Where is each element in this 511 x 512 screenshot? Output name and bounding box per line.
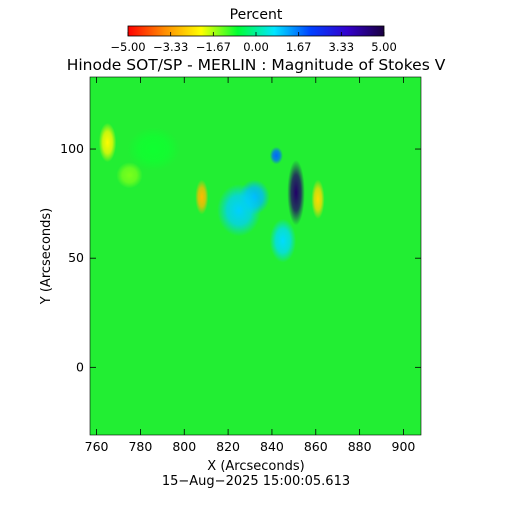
colorbar-tick-label: 1.67 (286, 40, 312, 54)
chart-title: Hinode SOT/SP - MERLIN : Magnitude of St… (67, 56, 446, 74)
colorbar: Percent −5.00 −3.33 −1.67 0.00 1.67 3.33 5.00 (110, 7, 396, 54)
x-tick-label: 820 (216, 439, 240, 454)
colorbar-tick-label: 5.00 (371, 40, 397, 54)
colorbar-tick-label: 3.33 (329, 40, 355, 54)
colorbar-label: Percent (230, 7, 283, 23)
y-tick-label: 0 (76, 359, 84, 374)
y-tick-label: 100 (60, 141, 84, 156)
y-axis-ticks: 0 50 100 (60, 141, 421, 374)
plot-frame (89, 76, 422, 436)
heatmap-features (98, 122, 325, 263)
heatmap-feature (98, 122, 117, 163)
heatmap-feature (269, 218, 297, 263)
colorbar-tick-label: −1.67 (196, 40, 231, 54)
x-tick-label: 800 (172, 439, 196, 454)
colorbar-ticks: −5.00 −3.33 −1.67 0.00 1.67 3.33 5.00 (110, 32, 397, 54)
heatmap-feature (116, 162, 143, 189)
heatmap-feature (217, 183, 261, 237)
heatmap-feature (287, 159, 305, 226)
x-tick-label: 900 (392, 439, 416, 454)
x-tick-label: 880 (348, 439, 372, 454)
y-tick-label: 50 (68, 250, 84, 265)
plot-area (89, 76, 422, 436)
heatmap-feature (269, 146, 283, 165)
x-tick-label: 760 (85, 439, 109, 454)
x-tick-label: 780 (128, 439, 152, 454)
heatmap-feature (127, 127, 180, 171)
x-tick-label: 840 (260, 439, 284, 454)
x-axis-ticks: 760 780 800 820 840 860 880 900 (85, 77, 416, 454)
heatmap-feature (311, 179, 325, 219)
x-tick-label: 860 (304, 439, 328, 454)
timestamp-footer: 15−Aug−2025 15:00:05.613 (162, 474, 350, 489)
y-axis-label: Y (Arcseconds) (39, 208, 54, 305)
x-axis-label: X (Arcseconds) (207, 459, 304, 474)
colorbar-tick-label: 0.00 (243, 40, 269, 54)
colorbar-tick-label: −5.00 (110, 40, 145, 54)
colorbar-tick-label: −3.33 (153, 40, 188, 54)
heatmap-feature (195, 179, 209, 215)
